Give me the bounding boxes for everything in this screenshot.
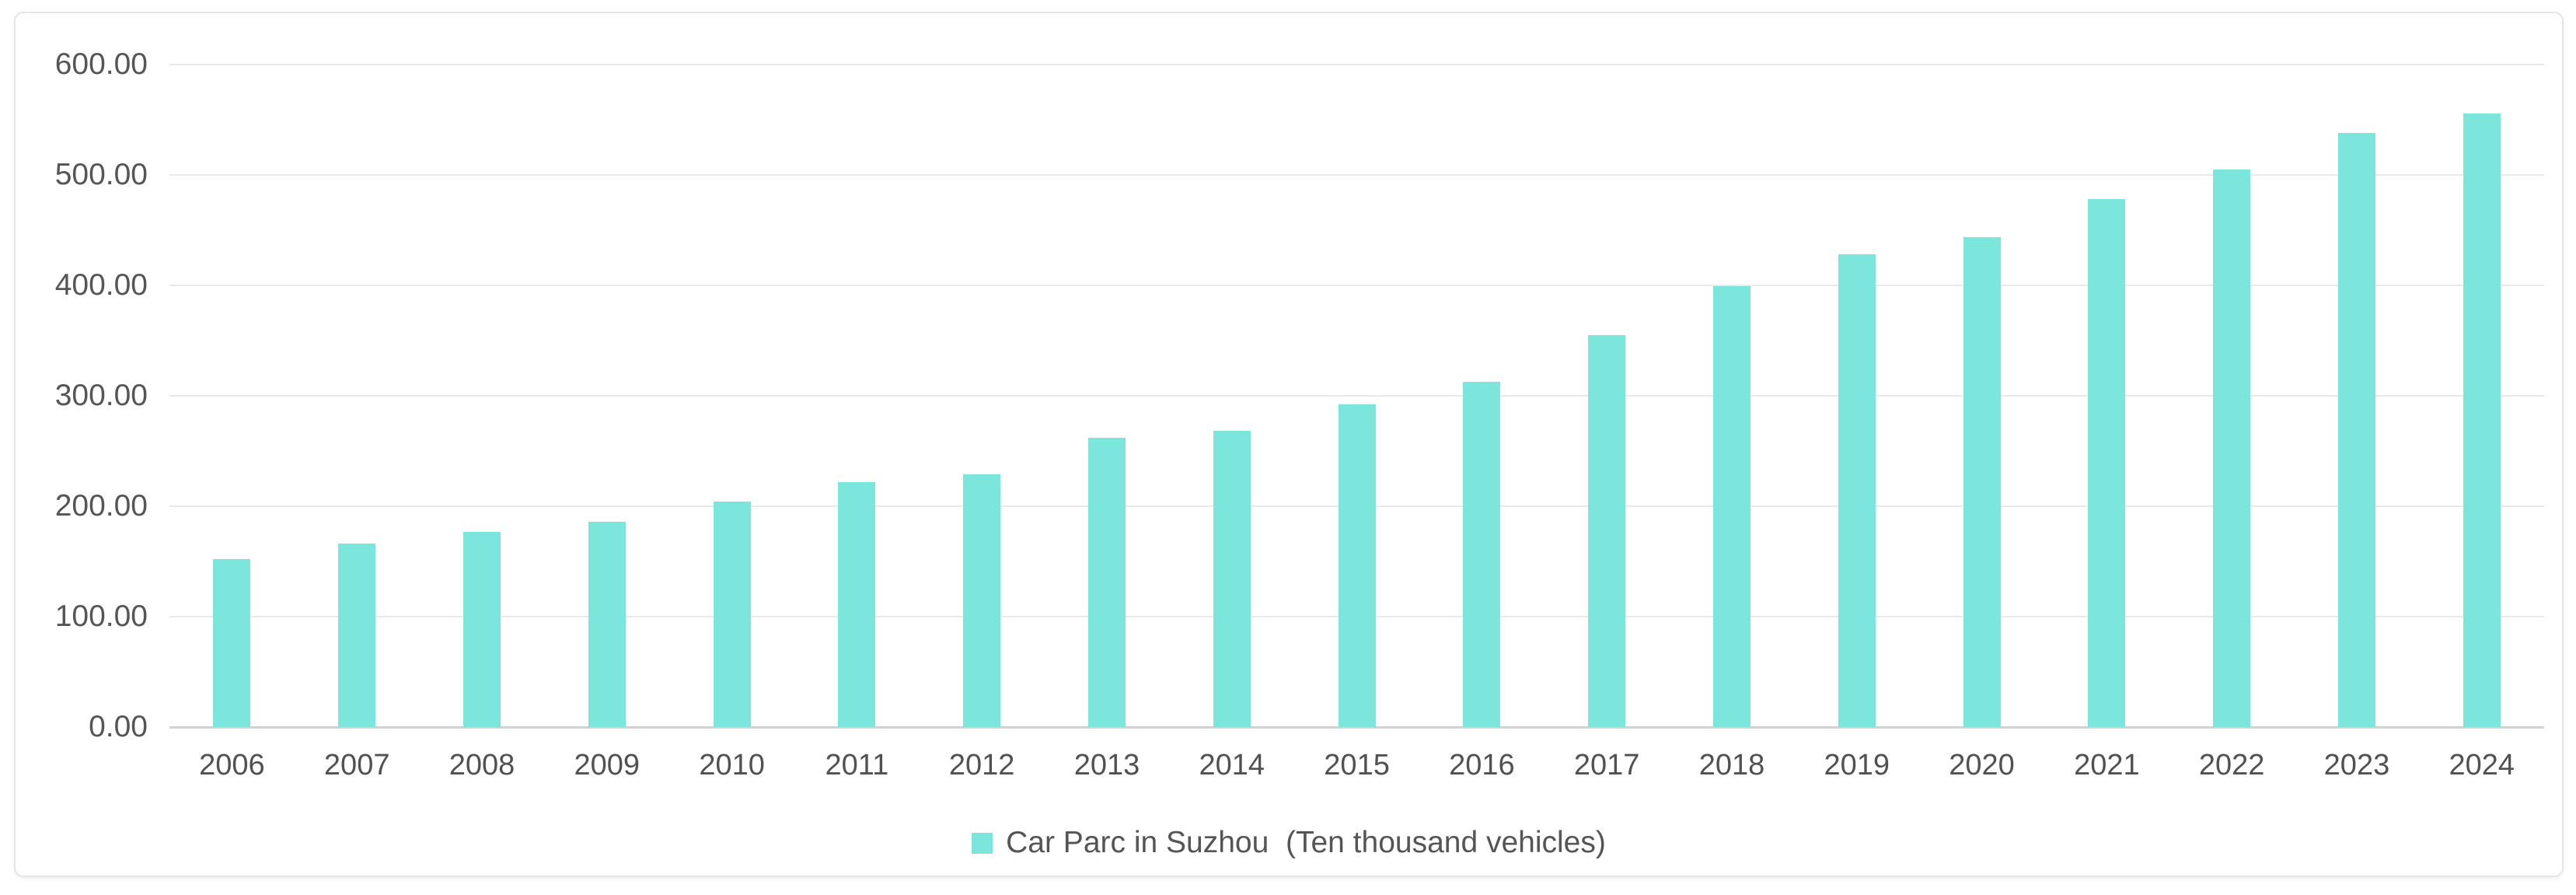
bar-band-2011: [794, 65, 920, 727]
bar-band-2018: [1670, 65, 1795, 727]
bar-2022: [2213, 169, 2251, 727]
x-tick-label-2020: 2020: [1949, 749, 2015, 781]
x-tick-label-2019: 2019: [1824, 749, 1890, 781]
bar-2010: [713, 502, 751, 727]
y-tick-label-400.00: 400.00: [54, 268, 148, 302]
bar-2018: [1712, 286, 1750, 727]
bar-band-2014: [1169, 65, 1294, 727]
bar-2008: [462, 531, 501, 727]
chart-card: 600.00 500.00 400.00 300.00 200.00 100.00 0.00…: [14, 12, 2564, 877]
x-tick-label-2022: 2022: [2198, 749, 2265, 781]
plot-area: [169, 64, 2544, 729]
x-tick-label-2018: 2018: [1698, 749, 1765, 781]
bar-2011: [838, 481, 876, 727]
x-axis: 2006 2007 2008 2009 2010 2011 2012 2013 2014 2015…: [169, 749, 2544, 781]
y-tick-label-300.00: 300.00: [54, 379, 148, 412]
x-tick-label-2006: 2006: [199, 749, 265, 781]
x-tick-label-2008: 2008: [449, 749, 515, 781]
x-tick-label-2024: 2024: [2449, 749, 2515, 781]
x-tick-label-2013: 2013: [1073, 749, 1140, 781]
bar-series: [169, 65, 2544, 727]
x-tick-label-2014: 2014: [1199, 749, 1265, 781]
bar-band-2023: [2295, 65, 2420, 727]
bar-band-2021: [2044, 65, 2169, 727]
legend-item-car-parc[interactable]: Car Parc in Suzhou (Ten thousand vehicle…: [972, 825, 1606, 861]
bar-band-2020: [1919, 65, 2044, 727]
bar-band-2016: [1419, 65, 1545, 727]
x-tick-label-2017: 2017: [1573, 749, 1640, 781]
bar-band-2012: [920, 65, 1045, 727]
bar-2014: [1213, 431, 1251, 727]
bar-2021: [2088, 199, 2126, 727]
bar-2020: [1963, 236, 2001, 727]
bar-2016: [1463, 381, 1501, 727]
bar-band-2024: [2419, 65, 2544, 727]
y-tick-label-600.00: 600.00: [54, 47, 148, 81]
bar-band-2008: [420, 65, 545, 727]
bar-band-2010: [669, 65, 794, 727]
bar-2009: [588, 521, 626, 727]
bar-band-2017: [1545, 65, 1670, 727]
y-axis: 600.00 500.00 400.00 300.00 200.00 100.00 0.00: [16, 49, 148, 743]
x-tick-label-2007: 2007: [323, 749, 390, 781]
bar-band-2013: [1045, 65, 1170, 727]
bar-2006: [213, 559, 251, 727]
bar-band-2019: [1794, 65, 1919, 727]
bar-band-2006: [169, 65, 295, 727]
x-tick-label-2016: 2016: [1449, 749, 1515, 781]
x-tick-label-2011: 2011: [825, 749, 889, 781]
legend: Car Parc in Suzhou (Ten thousand vehicle…: [16, 825, 2562, 861]
x-tick-label-2021: 2021: [2074, 749, 2140, 781]
x-tick-label-2010: 2010: [699, 749, 765, 781]
bar-2019: [1838, 254, 1876, 727]
gridline-600.00: [169, 64, 2544, 65]
bar-2015: [1338, 404, 1376, 727]
bar-2017: [1588, 334, 1626, 727]
bar-band-2015: [1294, 65, 1419, 727]
gridline-400.00: [169, 285, 2544, 286]
bar-2024: [2463, 113, 2501, 727]
y-tick-label-0.00: 0.00: [89, 710, 148, 743]
x-tick-label-2012: 2012: [948, 749, 1015, 781]
gridline-0.00: [169, 726, 2544, 729]
bar-band-2007: [295, 65, 420, 727]
x-tick-label-2023: 2023: [2323, 749, 2390, 781]
gridline-500.00: [169, 174, 2544, 176]
gridline-300.00: [169, 395, 2544, 397]
bar-2012: [963, 474, 1001, 727]
legend-label: Car Parc in Suzhou (Ten thousand vehicle…: [1006, 826, 1606, 859]
y-tick-label-200.00: 200.00: [54, 489, 148, 523]
y-tick-label-500.00: 500.00: [54, 158, 148, 191]
y-tick-label-100.00: 100.00: [54, 600, 148, 633]
legend-swatch-icon: [972, 832, 993, 854]
bar-2013: [1087, 438, 1126, 727]
x-tick-label-2015: 2015: [1324, 749, 1390, 781]
bar-band-2022: [2169, 65, 2295, 727]
bar-2023: [2337, 133, 2375, 727]
bar-2007: [338, 544, 376, 727]
x-tick-label-2009: 2009: [574, 749, 641, 781]
bar-band-2009: [544, 65, 669, 727]
